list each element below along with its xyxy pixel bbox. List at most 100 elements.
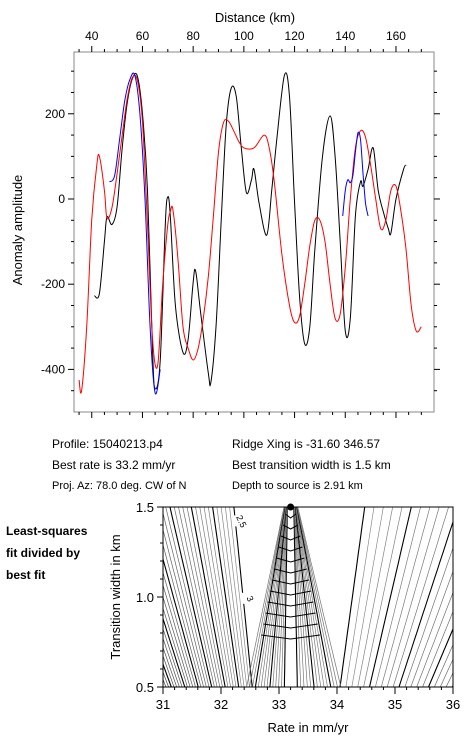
- misfit-contour-line: [368, 507, 412, 687]
- misfit-contour-line: [458, 507, 467, 687]
- misfit-contour-chevron: [276, 557, 305, 563]
- misfit-contour-line: [296, 507, 328, 687]
- chart2-xtick-label: 32: [214, 697, 228, 712]
- misfit-contour-line: [163, 571, 196, 687]
- contour-label-bg: [242, 592, 258, 604]
- chart1-ytick-label: -400: [41, 362, 65, 376]
- misfit-contour-line: [297, 507, 342, 687]
- chart2-ytick-label: 1.0: [136, 590, 154, 605]
- misfit-contour-chevron: [263, 623, 318, 629]
- misfit-contour-line: [283, 507, 288, 687]
- chart1-xtick-label: 120: [285, 29, 305, 43]
- misfit-contour-line: [375, 507, 421, 687]
- misfit-contour-line: [451, 684, 453, 687]
- misfit-contour-line: [195, 507, 229, 687]
- fitted-segment-line: [342, 131, 369, 217]
- misfit-contour-line: [416, 591, 453, 687]
- misfit-contour-line: [55, 507, 139, 687]
- chart1-frame: [73, 51, 435, 413]
- misfit-contour-chevron: [261, 634, 321, 640]
- depth-text: Depth to source is 2.91 km: [232, 480, 363, 492]
- misfit-contour-line: [339, 507, 366, 687]
- misfit-contour-line: [260, 507, 286, 687]
- best-rate-text: Best rate is 33.2 mm/yr: [52, 458, 176, 472]
- misfit-contour-line: [278, 507, 288, 687]
- misfit-contour-line: [249, 507, 285, 687]
- misfit-contour-line: [404, 546, 453, 687]
- misfit-contour-line: [296, 507, 332, 687]
- chart2-xtick-label: 36: [446, 697, 460, 712]
- misfit-contours: [51, 507, 467, 687]
- misfit-contour-line: [163, 543, 202, 687]
- misfit-contour-line: [246, 507, 285, 687]
- misfit-contour-line: [357, 507, 394, 687]
- misfit-contour-chart: 31 32 33 34 35 36 0.5 1.0 1.5 Rate in mm/yr Tran…: [51, 500, 467, 735]
- synthetic-profile-line: [78, 74, 422, 394]
- azimuth-text: Proj. Az: 78.0 deg. CW of N: [52, 480, 187, 492]
- misfit-contour-line: [220, 507, 245, 687]
- chart1-xtick-label: 100: [234, 29, 254, 43]
- contour-label: 3: [244, 594, 255, 603]
- misfit-contour-line: [294, 507, 315, 687]
- chart1-xlabel: Distance (km): [215, 10, 295, 25]
- chart1-xtick-label: 80: [186, 29, 200, 43]
- misfit-contour-line: [295, 507, 318, 687]
- misfit-contour-line: [199, 507, 231, 687]
- misfit-contour-line: [203, 507, 234, 687]
- chart1-xtick-label: 60: [136, 29, 150, 43]
- misfit-contour-chevron: [267, 601, 314, 607]
- misfit-contour-line: [296, 507, 335, 687]
- chart2-xtick-label: 31: [156, 697, 170, 712]
- misfit-contour-line: [225, 507, 248, 687]
- contour-label: 2.5: [234, 514, 248, 530]
- chart1-ylabel: Anomaly amplitude: [10, 175, 25, 286]
- misfit-contour-line: [190, 507, 226, 687]
- misfit-contour-chevron: [280, 535, 301, 541]
- chart2-frame: [162, 506, 454, 688]
- misfit-contour-line: [186, 507, 223, 687]
- misfit-contour-chevron: [269, 590, 312, 596]
- misfit-contour-line: [351, 507, 384, 687]
- chart2-xtick-label: 33: [272, 697, 286, 712]
- misfit-note: Least-squares fit divided by best fit: [6, 520, 87, 586]
- chart2-ytick-label: 1.5: [136, 500, 154, 515]
- misfit-note-line-3: best fit: [6, 568, 46, 582]
- misfit-contour-line: [163, 627, 183, 687]
- misfit-contour-chevron: [274, 568, 307, 574]
- ridge-crossing-text: Ridge Xing is -31.60 346.57: [232, 437, 381, 451]
- misfit-contour-line: [410, 570, 453, 687]
- misfit-contour-line: [207, 507, 237, 687]
- misfit-contour-line: [169, 507, 213, 687]
- misfit-contour-line: [386, 507, 440, 687]
- misfit-contour-chevron: [272, 579, 310, 585]
- chart2-ytick-label: 0.5: [136, 680, 154, 695]
- misfit-contour-line: [345, 507, 375, 687]
- chart1-ytick-label: -200: [41, 277, 65, 291]
- chart2-xlabel: Rate in mm/yr: [268, 720, 350, 735]
- misfit-contour-line: [398, 520, 453, 687]
- misfit-contour-line: [59, 507, 142, 687]
- chart1-ticks: 40 60 80 100 120 140 160 -400 -200 0 200: [41, 29, 440, 418]
- misfit-contour-line: [212, 507, 240, 687]
- misfit-contour-line: [422, 610, 453, 687]
- misfit-contour-line: [163, 607, 188, 687]
- misfit-overlay: 2.53: [233, 503, 295, 604]
- misfit-contour-line: [380, 507, 431, 687]
- misfit-contour-line: [281, 507, 288, 687]
- profile-text: Profile: 15040213.p4: [52, 437, 163, 451]
- misfit-contour-line: [63, 507, 144, 687]
- misfit-contour-line: [254, 507, 286, 687]
- chart1-xtick-label: 40: [85, 29, 99, 43]
- misfit-contour-line: [293, 507, 302, 687]
- misfit-note-line-2: fit divided by: [6, 546, 81, 560]
- chart1-xtick-label: 140: [335, 29, 355, 43]
- misfit-contour-chevron: [278, 546, 303, 552]
- best-transition-text: Best transition width is 1.5 km: [232, 458, 391, 472]
- misfit-contour-line: [275, 507, 287, 687]
- misfit-contour-line: [294, 507, 305, 687]
- chart1-xtick-label: 160: [386, 29, 406, 43]
- chart1-series: [78, 72, 422, 395]
- misfit-contour-line: [165, 507, 210, 687]
- misfit-note-line-1: Least-squares: [6, 524, 88, 538]
- misfit-contour-line: [51, 507, 137, 687]
